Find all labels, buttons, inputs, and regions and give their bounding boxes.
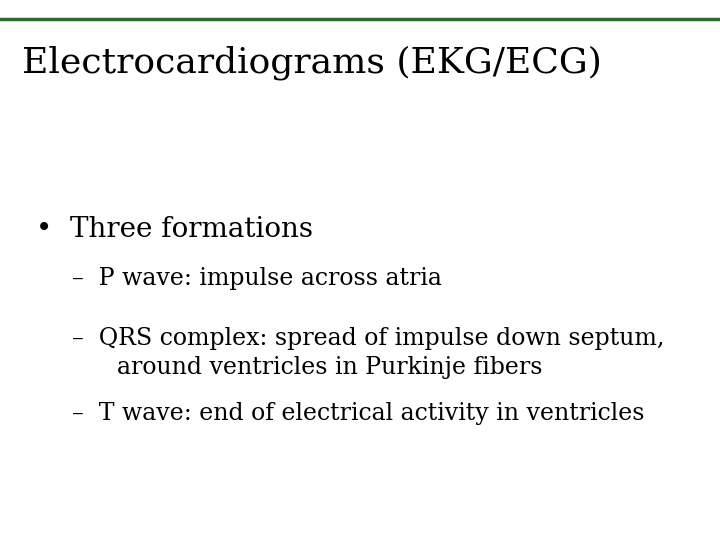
Text: –  QRS complex: spread of impulse down septum,
      around ventricles in Purkin: – QRS complex: spread of impulse down se…	[72, 327, 665, 379]
Text: –  T wave: end of electrical activity in ventricles: – T wave: end of electrical activity in …	[72, 402, 644, 426]
Text: Electrocardiograms (EKG/ECG): Electrocardiograms (EKG/ECG)	[22, 46, 601, 80]
Text: •  Three formations: • Three formations	[36, 216, 313, 243]
Text: –  P wave: impulse across atria: – P wave: impulse across atria	[72, 267, 442, 291]
